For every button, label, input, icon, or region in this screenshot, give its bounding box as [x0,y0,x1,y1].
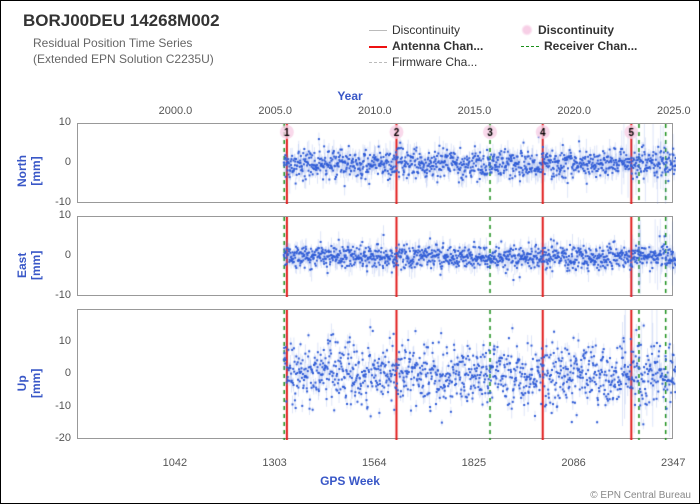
line-icon [369,25,387,35]
legend-label: Receiver Chan... [544,39,637,53]
legend-label: Firmware Cha... [392,55,477,69]
legend-discontinuity-marker: Discontinuity [521,23,661,37]
tick-label: 1303 [262,457,286,469]
circle-icon [521,24,533,36]
top-tick-labels: 2000.02005.02010.02015.02020.02025.0 [77,105,673,119]
subtitle-line-2: (Extended EPN Solution C2235U) [33,52,214,66]
tick-label: -10 [55,196,71,208]
tick-label: 2000.0 [159,105,193,117]
scatter-canvas [78,217,676,297]
tick-label: 1042 [163,457,187,469]
tick-label: 2347 [661,457,685,469]
tick-label: 2086 [561,457,585,469]
tick-label: -10 [55,289,71,301]
tick-label: 0 [65,156,71,168]
legend: Discontinuity Discontinuity Antenna Chan… [369,23,669,71]
line-icon [369,57,387,67]
chart-title: BORJ00DEU 14268M002 [23,11,220,31]
tick-label: 2005.0 [258,105,292,117]
axis-title-year: Year [1,89,699,103]
axis-label-y: East [mm] [15,251,43,280]
legend-label: Discontinuity [392,23,460,37]
scatter-canvas [78,124,676,204]
scatter-canvas [78,310,676,440]
legend-antenna: Antenna Chan... [369,39,509,53]
footer-credit: © EPN Central Bureau [590,490,691,501]
bottom-tick-labels: 104213031564182520862347 [77,457,673,471]
tick-label: 2010.0 [358,105,392,117]
chart-subtitle: Residual Position Time Series (Extended … [33,35,214,67]
tick-label: 10 [59,209,71,221]
tick-label: 2025.0 [657,105,691,117]
chart-frame: { "title": "BORJ00DEU 14268M002", "subti… [0,0,700,504]
plot-panel [77,309,673,439]
legend-label: Antenna Chan... [392,39,483,53]
tick-label: 0 [65,367,71,379]
axis-label-y: Up [mm] [15,369,43,398]
tick-label: 0 [65,249,71,261]
legend-label: Discontinuity [538,23,614,37]
tick-label: 1564 [362,457,386,469]
legend-discontinuity-line: Discontinuity [369,23,509,37]
legend-firmware: Firmware Cha... [369,55,509,69]
tick-label: 1825 [462,457,486,469]
plot-panel [77,123,673,203]
line-icon [369,41,387,51]
axis-title-gpsweek: GPS Week [1,474,699,488]
tick-label: 2020.0 [557,105,591,117]
plot-panel [77,216,673,296]
tick-label: -20 [55,432,71,444]
tick-label: 10 [59,116,71,128]
legend-receiver: Receiver Chan... [521,39,661,53]
tick-label: -10 [55,400,71,412]
line-icon [521,41,539,51]
tick-label: 10 [59,335,71,347]
subtitle-line-1: Residual Position Time Series [33,36,192,50]
axis-label-y: North [mm] [15,155,43,187]
tick-label: 2015.0 [458,105,492,117]
